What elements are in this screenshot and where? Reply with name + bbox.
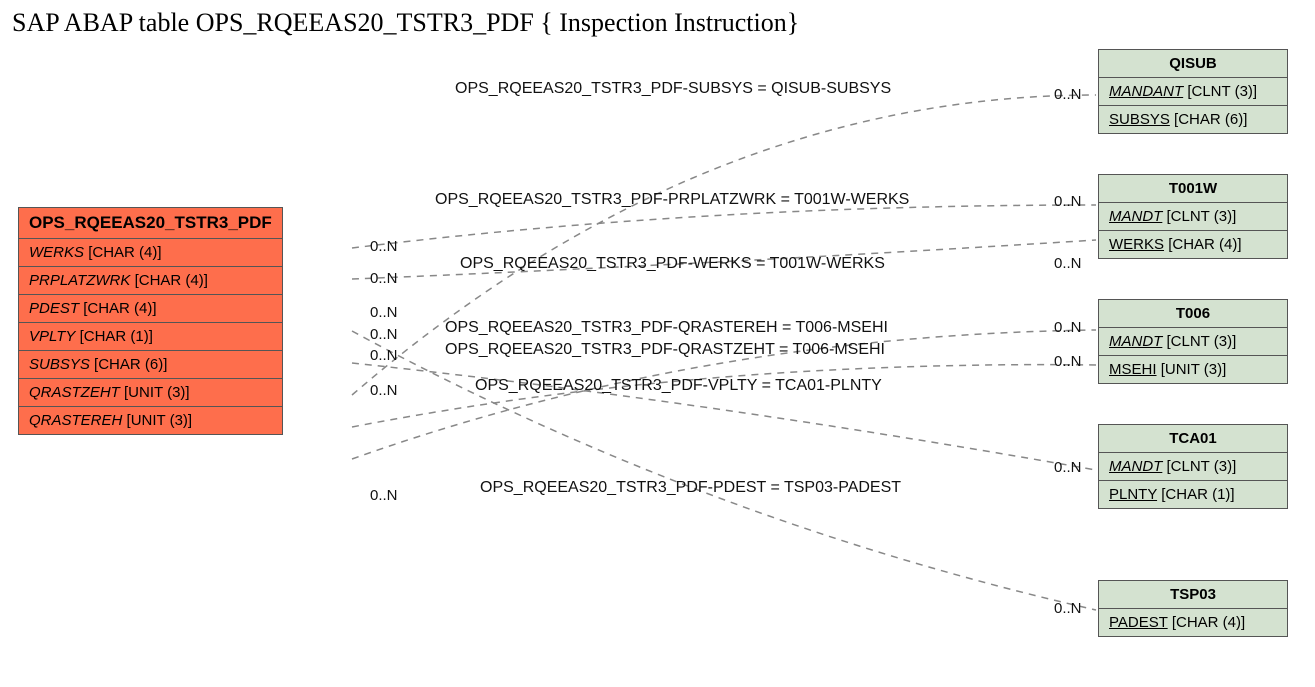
entity-field: MANDT [CLNT (3)] xyxy=(1099,328,1288,356)
cardinality-left: 0..N xyxy=(370,238,398,255)
entity-field: PLNTY [CHAR (1)] xyxy=(1099,481,1288,509)
cardinality-right: 0..N xyxy=(1054,600,1082,617)
entity-field: SUBSYS [CHAR (6)] xyxy=(1099,106,1288,134)
relation-label: OPS_RQEEAS20_TSTR3_PDF-PRPLATZWRK = T001… xyxy=(435,191,909,209)
entity-field: MSEHI [UNIT (3)] xyxy=(1099,356,1288,384)
cardinality-right: 0..N xyxy=(1054,353,1082,370)
cardinality-right: 0..N xyxy=(1054,319,1082,336)
cardinality-left: 0..N xyxy=(370,347,398,364)
diagram-title: SAP ABAP table OPS_RQEEAS20_TSTR3_PDF { … xyxy=(12,8,799,38)
cardinality-left: 0..N xyxy=(370,382,398,399)
entity-main-field: QRASTZEHT [UNIT (3)] xyxy=(19,379,283,407)
entity-header: QISUB xyxy=(1099,50,1288,78)
entity-tsp03: TSP03 PADEST [CHAR (4)] xyxy=(1098,580,1288,637)
cardinality-left: 0..N xyxy=(370,487,398,504)
relation-label: OPS_RQEEAS20_TSTR3_PDF-SUBSYS = QISUB-SU… xyxy=(455,80,891,98)
entity-header: TCA01 xyxy=(1099,425,1288,453)
entity-t001w: T001W MANDT [CLNT (3)] WERKS [CHAR (4)] xyxy=(1098,174,1288,259)
entity-main-field: QRASTEREH [UNIT (3)] xyxy=(19,407,283,435)
entity-main-field: PRPLATZWRK [CHAR (4)] xyxy=(19,267,283,295)
entity-main-field: WERKS [CHAR (4)] xyxy=(19,239,283,267)
entity-main: OPS_RQEEAS20_TSTR3_PDF WERKS [CHAR (4)] … xyxy=(18,207,283,435)
entity-main-header: OPS_RQEEAS20_TSTR3_PDF xyxy=(19,208,283,239)
entity-main-field: SUBSYS [CHAR (6)] xyxy=(19,351,283,379)
entity-main-field: VPLTY [CHAR (1)] xyxy=(19,323,283,351)
entity-tca01: TCA01 MANDT [CLNT (3)] PLNTY [CHAR (1)] xyxy=(1098,424,1288,509)
entity-field: MANDT [CLNT (3)] xyxy=(1099,453,1288,481)
relation-label: OPS_RQEEAS20_TSTR3_PDF-VPLTY = TCA01-PLN… xyxy=(475,377,882,395)
entity-header: T006 xyxy=(1099,300,1288,328)
cardinality-right: 0..N xyxy=(1054,255,1082,272)
cardinality-left: 0..N xyxy=(370,270,398,287)
entity-header: T001W xyxy=(1099,175,1288,203)
cardinality-right: 0..N xyxy=(1054,86,1082,103)
entity-field: PADEST [CHAR (4)] xyxy=(1099,609,1288,637)
entity-main-field: PDEST [CHAR (4)] xyxy=(19,295,283,323)
relation-label: OPS_RQEEAS20_TSTR3_PDF-QRASTZEHT = T006-… xyxy=(445,341,885,359)
entity-field: WERKS [CHAR (4)] xyxy=(1099,231,1288,259)
cardinality-left: 0..N xyxy=(370,326,398,343)
entity-header: TSP03 xyxy=(1099,581,1288,609)
entity-field: MANDANT [CLNT (3)] xyxy=(1099,78,1288,106)
relation-label: OPS_RQEEAS20_TSTR3_PDF-WERKS = T001W-WER… xyxy=(460,255,885,273)
cardinality-right: 0..N xyxy=(1054,193,1082,210)
entity-field: MANDT [CLNT (3)] xyxy=(1099,203,1288,231)
cardinality-left: 0..N xyxy=(370,304,398,321)
cardinality-right: 0..N xyxy=(1054,459,1082,476)
relation-label: OPS_RQEEAS20_TSTR3_PDF-QRASTEREH = T006-… xyxy=(445,319,888,337)
entity-t006: T006 MANDT [CLNT (3)] MSEHI [UNIT (3)] xyxy=(1098,299,1288,384)
relation-label: OPS_RQEEAS20_TSTR3_PDF-PDEST = TSP03-PAD… xyxy=(480,479,901,497)
entity-qisub: QISUB MANDANT [CLNT (3)] SUBSYS [CHAR (6… xyxy=(1098,49,1288,134)
